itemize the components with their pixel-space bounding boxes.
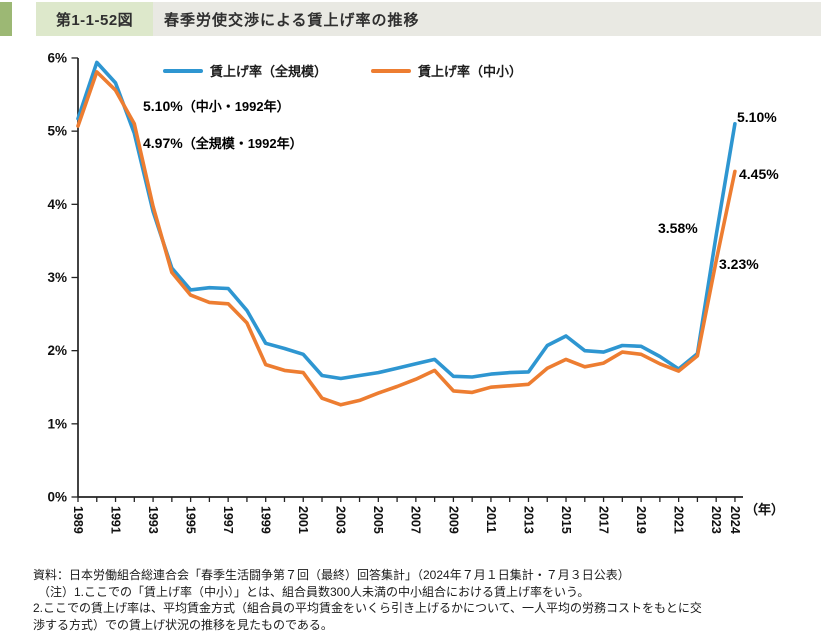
svg-text:1995: 1995 — [183, 506, 197, 534]
figure-title: 春季労使交渉による賃上げ率の推移 — [153, 2, 821, 36]
sme-line-swatch — [371, 68, 412, 73]
svg-text:2013: 2013 — [521, 506, 535, 534]
svg-text:2001: 2001 — [296, 506, 310, 534]
annotation-all-1992-label: （全規模・1992年） — [182, 136, 303, 151]
annotation-sme-1992: 5.10%（中小・1992年） — [143, 96, 290, 115]
svg-text:2011: 2011 — [484, 506, 498, 533]
svg-text:1%: 1% — [47, 416, 67, 431]
svg-text:2017: 2017 — [596, 506, 610, 534]
annotation-sme-2023: 3.23% — [719, 256, 759, 272]
svg-text:6%: 6% — [47, 50, 67, 65]
svg-text:2021: 2021 — [672, 506, 686, 534]
svg-text:1999: 1999 — [259, 506, 273, 534]
svg-text:2023: 2023 — [709, 506, 723, 534]
svg-text:2005: 2005 — [371, 506, 385, 534]
legend-label-sme: 賃上げ率（中小） — [418, 64, 523, 79]
legend-item-sme: 賃上げ率（中小） — [371, 61, 522, 80]
x-axis-unit-label: （年） — [745, 502, 785, 517]
annotation-all-2023: 3.58% — [658, 220, 698, 236]
svg-text:2%: 2% — [47, 343, 67, 358]
chart-legend: 賃上げ率（全規模） 賃上げ率（中小） — [163, 61, 522, 80]
note-2-continued: 渉する方式）での賃上げ状況の推移を見たものである。 — [33, 617, 333, 632]
svg-text:2015: 2015 — [559, 506, 573, 534]
annotation-all-2024: 5.10% — [737, 109, 777, 125]
annotation-sme-2024: 4.45% — [739, 166, 779, 182]
svg-text:5%: 5% — [47, 124, 67, 139]
note-1: （注）1.ここでの「賃上げ率（中小）」とは、組合員数300人未満の中小組合におけ… — [38, 584, 590, 599]
svg-text:2003: 2003 — [334, 506, 348, 534]
figure-number-label: 第1-1-52図 — [36, 2, 153, 36]
svg-text:2007: 2007 — [409, 506, 423, 534]
note-2: 2.ここでの賃上げ率は、平均賃金方式（組合員の平均賃金をいくら引き上げるかについ… — [33, 601, 702, 615]
annotation-sme-1992-value: 5.10% — [143, 98, 183, 114]
svg-text:2009: 2009 — [446, 506, 460, 534]
svg-text:2019: 2019 — [634, 506, 648, 534]
svg-text:0%: 0% — [47, 490, 67, 505]
legend-item-all-sizes: 賃上げ率（全規模） — [163, 61, 327, 80]
svg-text:1989: 1989 — [71, 506, 85, 534]
svg-text:1997: 1997 — [221, 506, 235, 534]
legend-label-all-sizes: 賃上げ率（全規模） — [210, 64, 328, 79]
svg-text:1991: 1991 — [108, 506, 122, 534]
source-note: 資料：日本労働組合総連合会「春季生活闘争第７回（最終）回答集計」（2024年７月… — [33, 568, 630, 582]
footnotes: 資料：日本労働組合総連合会「春季生活闘争第７回（最終）回答集計」（2024年７月… — [33, 567, 815, 633]
annotation-all-1992-value: 4.97% — [143, 135, 183, 151]
svg-text:1993: 1993 — [146, 506, 160, 534]
svg-text:3%: 3% — [47, 270, 67, 285]
header-accent-square — [0, 2, 12, 36]
annotation-sme-1992-label: （中小・1992年） — [182, 99, 290, 114]
svg-text:4%: 4% — [47, 197, 67, 212]
svg-text:2024: 2024 — [728, 506, 742, 534]
all-sizes-line-swatch — [163, 68, 203, 73]
annotation-all-1992: 4.97%（全規模・1992年） — [143, 133, 303, 152]
